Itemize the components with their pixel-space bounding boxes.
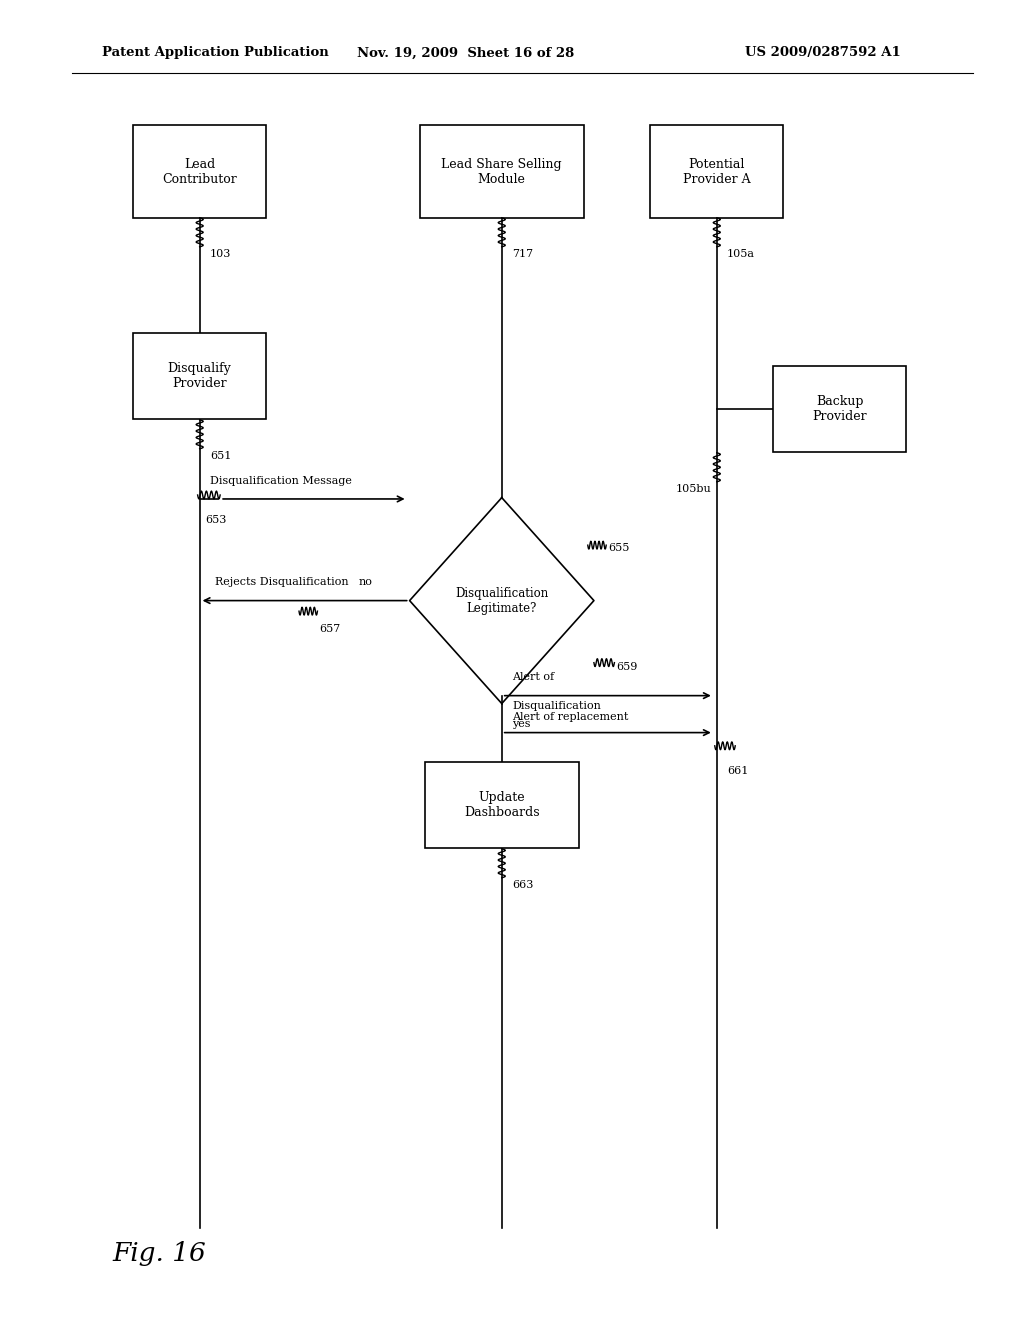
Text: Fig. 16: Fig. 16: [113, 1241, 207, 1266]
Text: 651: 651: [210, 451, 231, 462]
Text: Alert of: Alert of: [512, 672, 554, 682]
Text: Update
Dashboards: Update Dashboards: [464, 791, 540, 820]
Text: Nov. 19, 2009  Sheet 16 of 28: Nov. 19, 2009 Sheet 16 of 28: [357, 46, 574, 59]
Text: Disqualification
Legitimate?: Disqualification Legitimate?: [455, 586, 549, 615]
Text: 105bu: 105bu: [676, 484, 712, 495]
Text: 105a: 105a: [727, 249, 755, 260]
Bar: [650, 125, 783, 218]
Text: US 2009/0287592 A1: US 2009/0287592 A1: [745, 46, 901, 59]
Text: 659: 659: [616, 661, 638, 672]
Text: Disqualification: Disqualification: [512, 701, 601, 711]
Text: 717: 717: [512, 249, 534, 260]
Text: 653: 653: [205, 515, 226, 525]
Text: 103: 103: [210, 249, 231, 260]
Text: 661: 661: [727, 766, 749, 776]
Text: no: no: [358, 577, 373, 587]
Text: 657: 657: [319, 624, 341, 635]
Bar: [425, 763, 579, 849]
Text: 655: 655: [608, 543, 630, 553]
Text: Alert of replacement: Alert of replacement: [512, 711, 629, 722]
Bar: [420, 125, 584, 218]
Text: Disqualify
Provider: Disqualify Provider: [168, 362, 231, 391]
Bar: [773, 366, 906, 451]
Text: Rejects Disqualification: Rejects Disqualification: [215, 577, 348, 587]
Text: Lead
Contributor: Lead Contributor: [163, 157, 237, 186]
Text: Patent Application Publication: Patent Application Publication: [102, 46, 329, 59]
Bar: [133, 125, 266, 218]
Bar: [133, 333, 266, 418]
Text: Backup
Provider: Backup Provider: [812, 395, 867, 424]
Text: Potential
Provider A: Potential Provider A: [683, 157, 751, 186]
Text: Lead Share Selling
Module: Lead Share Selling Module: [441, 157, 562, 186]
Text: Disqualification Message: Disqualification Message: [210, 475, 352, 486]
Text: 663: 663: [512, 880, 534, 891]
Text: yes: yes: [512, 719, 530, 730]
